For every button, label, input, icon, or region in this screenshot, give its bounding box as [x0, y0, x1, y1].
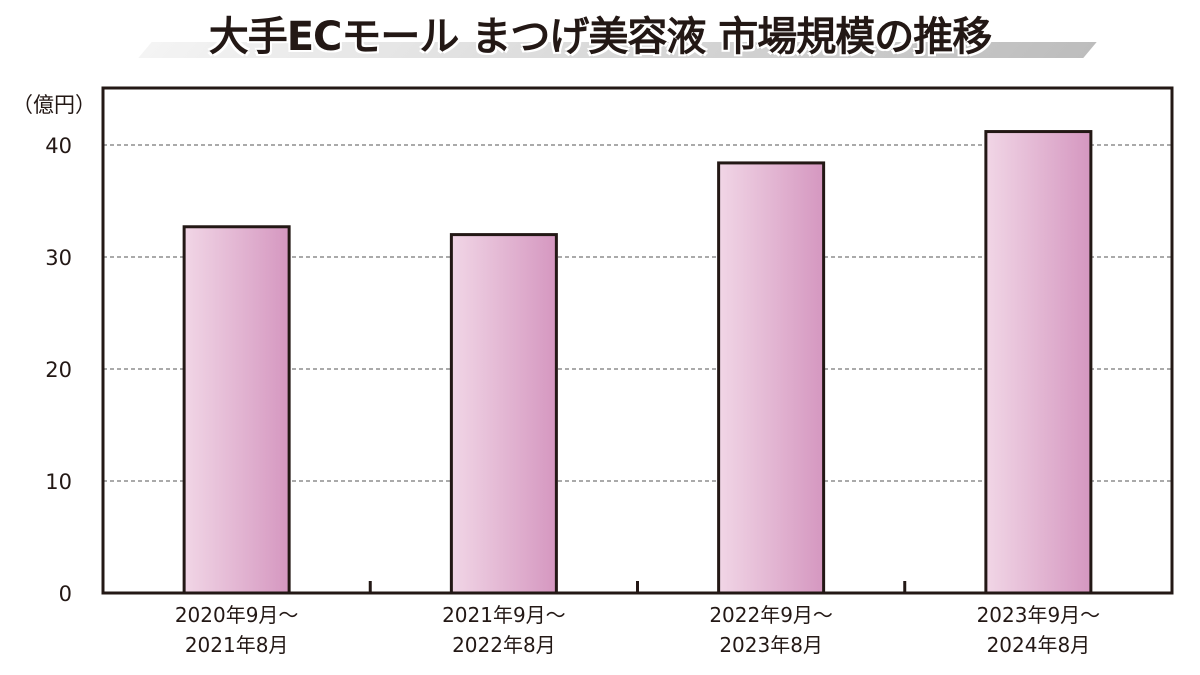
bar	[182, 225, 291, 595]
y-tick-label: 20	[45, 358, 72, 382]
y-tick-label: 10	[45, 470, 72, 494]
bar	[449, 233, 558, 595]
x-tick-label: 2022年9月～	[709, 603, 833, 627]
y-tick-label: 30	[45, 246, 72, 270]
chart-title: 大手ECモール まつげ美容液 市場規模の推移	[208, 14, 993, 60]
y-tick-label: 0	[59, 582, 72, 606]
y-axis-unit-label: （億円）	[12, 93, 96, 117]
x-tick-label: 2022年8月	[452, 633, 556, 657]
x-tick-label: 2020年9月～	[175, 603, 299, 627]
bar	[717, 161, 826, 595]
x-tick-label: 2021年9月～	[442, 603, 566, 627]
x-tick-label: 2023年9月～	[977, 603, 1101, 627]
x-tick-label: 2021年8月	[185, 633, 289, 657]
x-tick-label: 2023年8月	[719, 633, 823, 657]
y-tick-label: 40	[45, 134, 72, 158]
bar	[984, 130, 1093, 595]
x-tick-label: 2024年8月	[987, 633, 1091, 657]
